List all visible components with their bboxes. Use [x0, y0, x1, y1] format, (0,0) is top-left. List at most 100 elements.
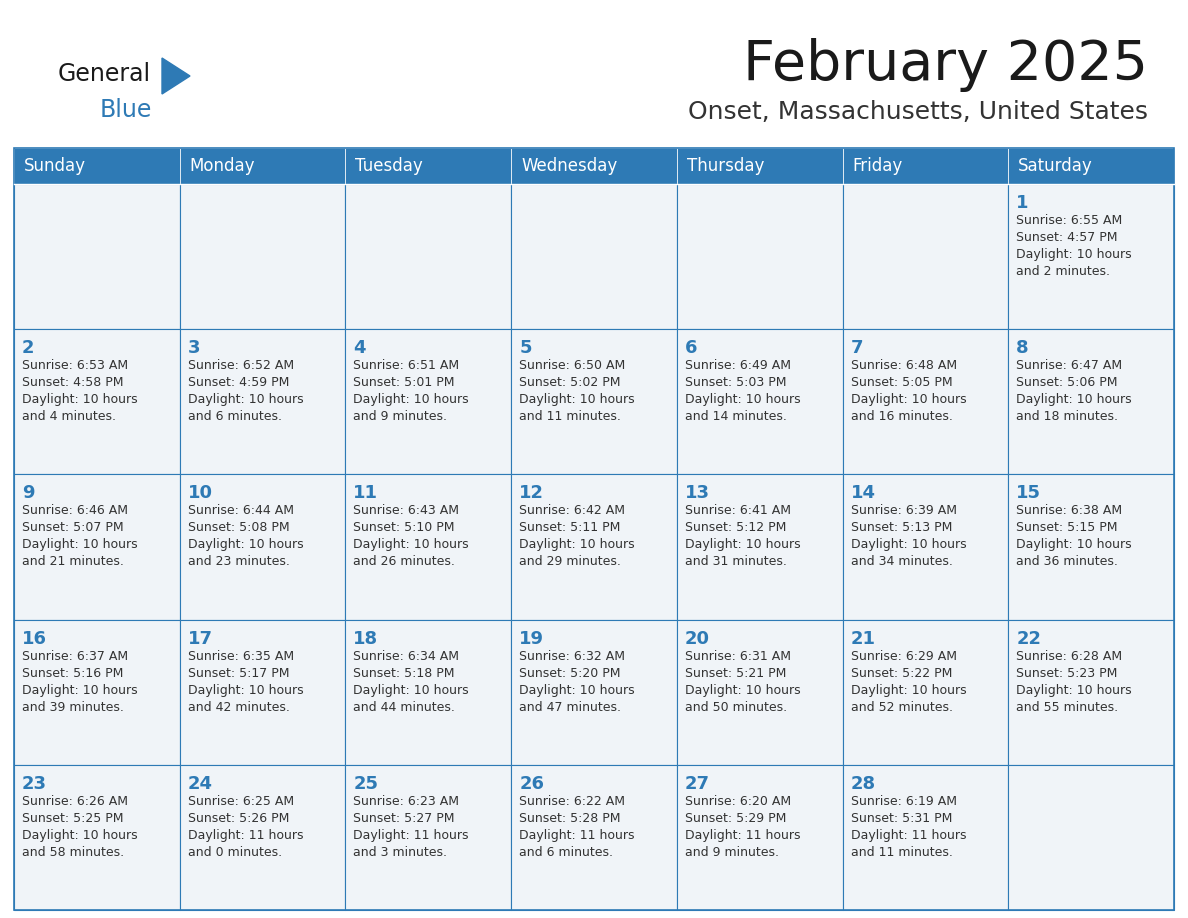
- Text: Tuesday: Tuesday: [355, 157, 423, 175]
- Text: Daylight: 10 hours: Daylight: 10 hours: [353, 538, 469, 552]
- Text: Daylight: 10 hours: Daylight: 10 hours: [519, 684, 634, 697]
- Bar: [842, 475, 1009, 620]
- Text: and 44 minutes.: and 44 minutes.: [353, 700, 455, 713]
- Text: Sunrise: 6:42 AM: Sunrise: 6:42 AM: [519, 504, 625, 518]
- Bar: [1009, 148, 1174, 184]
- Text: 25: 25: [353, 775, 379, 793]
- Bar: [1009, 765, 1174, 910]
- Text: Friday: Friday: [853, 157, 903, 175]
- Text: and 6 minutes.: and 6 minutes.: [519, 845, 613, 859]
- Text: Sunrise: 6:28 AM: Sunrise: 6:28 AM: [1016, 650, 1123, 663]
- Text: Daylight: 10 hours: Daylight: 10 hours: [851, 538, 966, 552]
- Text: Sunset: 5:10 PM: Sunset: 5:10 PM: [353, 521, 455, 534]
- Text: Daylight: 11 hours: Daylight: 11 hours: [188, 829, 303, 842]
- Text: Sunset: 5:28 PM: Sunset: 5:28 PM: [519, 812, 620, 824]
- Text: Sunrise: 6:49 AM: Sunrise: 6:49 AM: [684, 359, 791, 372]
- Bar: [179, 620, 346, 765]
- Text: and 31 minutes.: and 31 minutes.: [684, 555, 786, 568]
- Text: 6: 6: [684, 339, 697, 357]
- Bar: [14, 765, 179, 910]
- Bar: [1009, 620, 1174, 765]
- Text: Sunrise: 6:25 AM: Sunrise: 6:25 AM: [188, 795, 293, 808]
- Text: Sunrise: 6:34 AM: Sunrise: 6:34 AM: [353, 650, 460, 663]
- Text: 4: 4: [353, 339, 366, 357]
- Bar: [842, 148, 1009, 184]
- Text: and 14 minutes.: and 14 minutes.: [684, 410, 786, 423]
- Text: 9: 9: [23, 485, 34, 502]
- Text: Sunset: 4:57 PM: Sunset: 4:57 PM: [1016, 231, 1118, 244]
- Text: Sunrise: 6:50 AM: Sunrise: 6:50 AM: [519, 359, 625, 372]
- Text: Sunrise: 6:51 AM: Sunrise: 6:51 AM: [353, 359, 460, 372]
- Bar: [179, 148, 346, 184]
- Text: General: General: [58, 62, 151, 86]
- Text: Sunset: 5:27 PM: Sunset: 5:27 PM: [353, 812, 455, 824]
- Text: Sunrise: 6:39 AM: Sunrise: 6:39 AM: [851, 504, 956, 518]
- Text: and 39 minutes.: and 39 minutes.: [23, 700, 124, 713]
- Bar: [677, 475, 842, 620]
- Bar: [14, 148, 179, 184]
- Text: Daylight: 10 hours: Daylight: 10 hours: [23, 684, 138, 697]
- Text: Blue: Blue: [100, 98, 152, 122]
- Bar: [179, 475, 346, 620]
- Text: Sunset: 5:22 PM: Sunset: 5:22 PM: [851, 666, 952, 679]
- Text: Sunrise: 6:53 AM: Sunrise: 6:53 AM: [23, 359, 128, 372]
- Text: and 47 minutes.: and 47 minutes.: [519, 700, 621, 713]
- Text: 16: 16: [23, 630, 48, 647]
- Text: Daylight: 10 hours: Daylight: 10 hours: [684, 393, 801, 406]
- Text: 2: 2: [23, 339, 34, 357]
- Text: 5: 5: [519, 339, 532, 357]
- Text: Daylight: 10 hours: Daylight: 10 hours: [353, 684, 469, 697]
- Text: Sunrise: 6:44 AM: Sunrise: 6:44 AM: [188, 504, 293, 518]
- Text: Sunrise: 6:23 AM: Sunrise: 6:23 AM: [353, 795, 460, 808]
- Text: 8: 8: [1016, 339, 1029, 357]
- Bar: [14, 475, 179, 620]
- Text: Sunrise: 6:35 AM: Sunrise: 6:35 AM: [188, 650, 293, 663]
- Text: 23: 23: [23, 775, 48, 793]
- Text: Daylight: 10 hours: Daylight: 10 hours: [851, 393, 966, 406]
- Text: Sunset: 5:29 PM: Sunset: 5:29 PM: [684, 812, 786, 824]
- Bar: [179, 184, 346, 330]
- Text: and 11 minutes.: and 11 minutes.: [851, 845, 953, 859]
- Text: 11: 11: [353, 485, 379, 502]
- Text: 22: 22: [1016, 630, 1042, 647]
- Text: Sunset: 5:17 PM: Sunset: 5:17 PM: [188, 666, 289, 679]
- Text: Daylight: 10 hours: Daylight: 10 hours: [684, 684, 801, 697]
- Text: Sunrise: 6:55 AM: Sunrise: 6:55 AM: [1016, 214, 1123, 227]
- Text: and 18 minutes.: and 18 minutes.: [1016, 410, 1118, 423]
- Text: Sunset: 4:58 PM: Sunset: 4:58 PM: [23, 376, 124, 389]
- Text: Daylight: 10 hours: Daylight: 10 hours: [23, 829, 138, 842]
- Text: and 0 minutes.: and 0 minutes.: [188, 845, 282, 859]
- Text: Sunset: 5:03 PM: Sunset: 5:03 PM: [684, 376, 786, 389]
- Text: Sunrise: 6:26 AM: Sunrise: 6:26 AM: [23, 795, 128, 808]
- Text: and 3 minutes.: and 3 minutes.: [353, 845, 448, 859]
- Text: Daylight: 11 hours: Daylight: 11 hours: [684, 829, 801, 842]
- Text: Sunset: 5:07 PM: Sunset: 5:07 PM: [23, 521, 124, 534]
- Text: 1: 1: [1016, 194, 1029, 212]
- Bar: [179, 765, 346, 910]
- Text: 10: 10: [188, 485, 213, 502]
- Bar: [842, 184, 1009, 330]
- Text: and 11 minutes.: and 11 minutes.: [519, 410, 621, 423]
- Text: Sunset: 5:06 PM: Sunset: 5:06 PM: [1016, 376, 1118, 389]
- Text: Daylight: 10 hours: Daylight: 10 hours: [23, 538, 138, 552]
- Text: Sunrise: 6:22 AM: Sunrise: 6:22 AM: [519, 795, 625, 808]
- Text: Sunday: Sunday: [24, 157, 86, 175]
- Text: 7: 7: [851, 339, 862, 357]
- Bar: [677, 330, 842, 475]
- Text: and 36 minutes.: and 36 minutes.: [1016, 555, 1118, 568]
- Bar: [511, 148, 677, 184]
- Text: Sunset: 5:18 PM: Sunset: 5:18 PM: [353, 666, 455, 679]
- Text: and 52 minutes.: and 52 minutes.: [851, 700, 953, 713]
- Bar: [511, 184, 677, 330]
- Text: and 50 minutes.: and 50 minutes.: [684, 700, 786, 713]
- Bar: [346, 765, 511, 910]
- Text: Sunset: 5:12 PM: Sunset: 5:12 PM: [684, 521, 786, 534]
- Text: Sunset: 5:08 PM: Sunset: 5:08 PM: [188, 521, 290, 534]
- Text: Saturday: Saturday: [1018, 157, 1093, 175]
- Text: and 42 minutes.: and 42 minutes.: [188, 700, 290, 713]
- Bar: [677, 148, 842, 184]
- Text: Daylight: 10 hours: Daylight: 10 hours: [519, 393, 634, 406]
- Polygon shape: [162, 58, 190, 94]
- Text: and 55 minutes.: and 55 minutes.: [1016, 700, 1118, 713]
- Text: Sunset: 5:31 PM: Sunset: 5:31 PM: [851, 812, 952, 824]
